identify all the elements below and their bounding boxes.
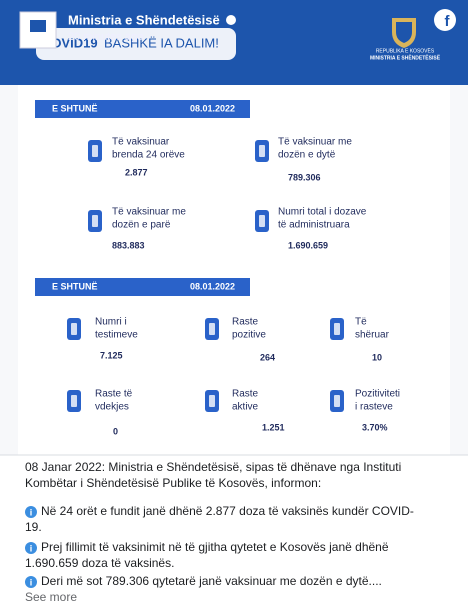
stat-icon-detail: [259, 145, 265, 157]
timestamp[interactable]: 20 minutes ago: [68, 31, 143, 43]
stat-label: Numri total i dozave: [278, 207, 367, 218]
stat-value: 7.125: [100, 350, 123, 360]
stat-value: 1.690.659: [288, 240, 328, 250]
stat-icon-detail: [334, 395, 340, 407]
stat-label: Të vaksinuar me: [112, 207, 186, 218]
post-text: 19.: [25, 520, 42, 534]
stat-label: dozën e dytë: [278, 150, 336, 161]
campaign-box: [36, 28, 236, 60]
stat-value: 789.306: [288, 172, 321, 182]
stat-icon-detail: [259, 215, 265, 227]
stat-label: testimeve: [95, 330, 138, 341]
stat-label: të administruara: [278, 220, 350, 231]
stat-icon-detail: [92, 215, 98, 227]
stat-label: Të vaksinuar: [112, 137, 170, 148]
stat-value: 264: [260, 352, 275, 362]
info-icon: [25, 506, 37, 518]
stat-label: Të vaksinuar me: [278, 137, 352, 148]
stat-value: 1.251: [262, 422, 285, 432]
stat-icon-detail: [209, 323, 215, 335]
section-date: 08.01.2022: [190, 281, 235, 291]
stat-icon-detail: [71, 395, 77, 407]
stat-value: 2.877: [125, 167, 148, 177]
stat-value: 0: [113, 426, 118, 436]
campaign: BASHKË IA DALIM!: [104, 35, 219, 50]
stat-value: 883.883: [112, 240, 145, 250]
republic: REPUBLIKA E KOSOVËS: [376, 47, 435, 54]
stat-value: 10: [372, 352, 382, 362]
section-day: E SHTUNË: [52, 103, 98, 113]
emblem-inner: [396, 22, 412, 43]
info-i: i: [30, 507, 33, 517]
avatar-logo: [30, 20, 46, 32]
stat-value: 3.70%: [362, 422, 388, 432]
stat-label: brenda 24 orëve: [112, 150, 185, 161]
stat-label: Të: [355, 317, 367, 328]
stat-label: aktive: [232, 402, 259, 413]
stat-label: Raste të: [95, 389, 133, 400]
ministry: MINISTRIA E SHËNDETËSISË: [370, 54, 441, 61]
info-i: i: [30, 543, 33, 553]
stat-label: shëruar: [355, 330, 390, 341]
stat-label: dozën e parë: [112, 220, 171, 231]
stat-label: Raste: [232, 389, 259, 400]
stat-label: Pozitiviteti: [355, 389, 400, 400]
post-text: Deri më sot 789.306 qytetarë janë vaksin…: [41, 574, 382, 588]
post-text: Kombëtar i Shëndetësisë Publike të Kosov…: [25, 476, 321, 490]
verified-badge: [226, 15, 236, 25]
stat-icon-detail: [92, 145, 98, 157]
section-day: E SHTUNË: [52, 281, 98, 291]
section-date: 08.01.2022: [190, 103, 235, 113]
stat-label: Numri i: [95, 317, 127, 328]
post-text: 1.690.659 doza të vaksinës.: [25, 556, 174, 570]
stat-icon-detail: [209, 395, 215, 407]
info-i: i: [30, 577, 33, 587]
stat-label: pozitive: [232, 330, 266, 341]
see-more[interactable]: See more: [25, 590, 77, 602]
info-icon: [25, 542, 37, 554]
stat-icon-detail: [71, 323, 77, 335]
page-name[interactable]: Ministria e Shëndetësisë: [68, 12, 220, 27]
stat-icon-detail: [334, 323, 340, 335]
post-text: Prej fillimit të vaksinimit në të gjitha…: [41, 540, 389, 554]
section-bar: [35, 100, 250, 118]
post-text: Në 24 orët e fundit janë dhënë 2.877 doz…: [41, 504, 414, 518]
facebook-icon[interactable]: [434, 9, 456, 31]
info-icon: [25, 576, 37, 588]
stat-label: Raste: [232, 317, 259, 328]
stat-label: vdekjes: [95, 402, 129, 413]
stat-label: i rasteve: [355, 402, 393, 413]
post-text: 08 Janar 2022: Ministria e Shëndetësisë,…: [25, 460, 401, 474]
facebook-f: f: [445, 13, 451, 30]
section-bar: [35, 278, 250, 296]
